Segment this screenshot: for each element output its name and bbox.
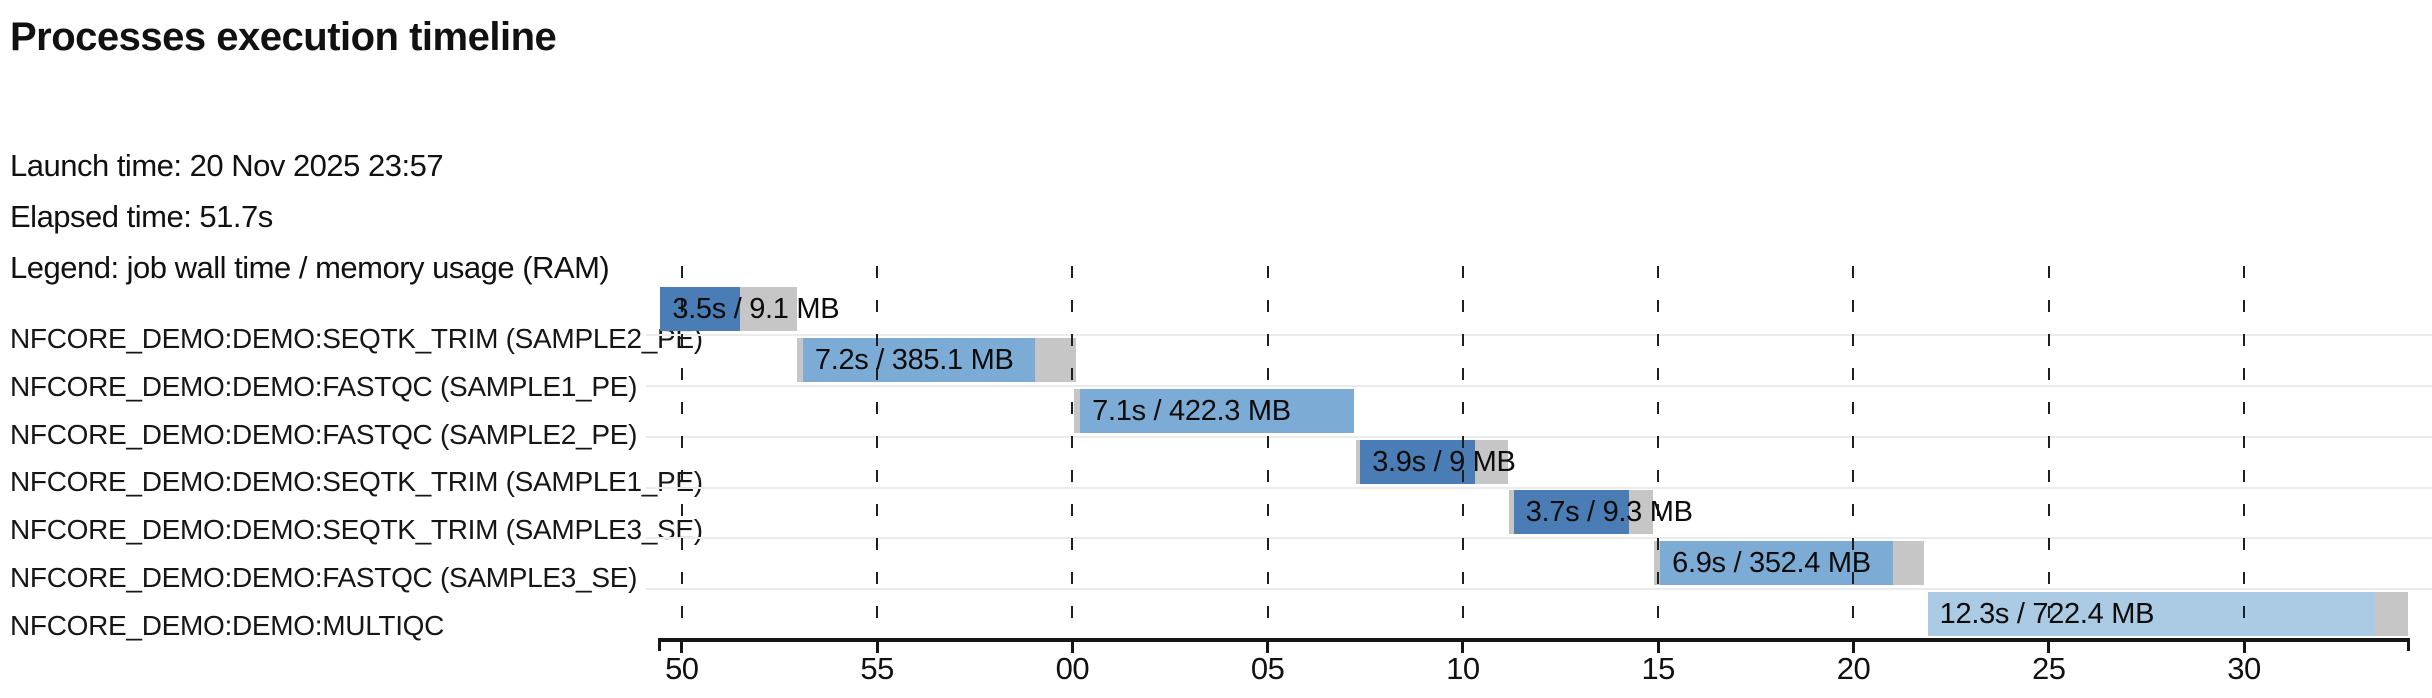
task-bar-run-segment[interactable]	[802, 337, 1036, 382]
grid-line	[1071, 266, 1074, 638]
grid-line	[680, 266, 683, 638]
time-axis-tick-label: 25	[2031, 651, 2066, 686]
task-bar-label: 12.3s / 722.4 MB	[1939, 598, 2155, 631]
task-bar-overhead-segment[interactable]	[1355, 439, 1361, 484]
task-bar-overhead-segment[interactable]	[1035, 337, 1077, 382]
task-bar-overhead-segment[interactable]	[797, 337, 803, 382]
task-bar-label: 3.9s / 9 MB	[1372, 445, 1516, 478]
time-axis-end-cap	[658, 638, 661, 651]
grid-line	[1852, 266, 1855, 638]
time-axis-tick-label: 15	[1641, 651, 1675, 686]
task-bar-overhead-segment[interactable]	[1474, 439, 1508, 484]
task-bar-label: 3.7s / 9.3 MB	[1525, 496, 1693, 529]
process-name-label: NFCORE_DEMO:DEMO:FASTQC (SAMPLE2_PE)	[10, 418, 638, 450]
time-axis-tick-label: 55	[860, 651, 894, 686]
row-separator	[646, 588, 2432, 591]
process-name-label: NFCORE_DEMO:DEMO:SEQTK_TRIM (SAMPLE1_PE)	[10, 466, 703, 498]
time-axis-tick-label: 10	[1446, 651, 1480, 686]
grid-line	[1657, 266, 1660, 638]
time-axis-end-cap	[2407, 638, 2410, 651]
time-axis-tick-label: 30	[2227, 651, 2261, 686]
task-bar-overhead-segment[interactable]	[740, 287, 798, 331]
task-bar-run-segment[interactable]	[1927, 592, 2375, 637]
time-axis-tick	[875, 642, 879, 653]
process-name-label: NFCORE_DEMO:DEMO:SEQTK_TRIM (SAMPLE2_PE)	[10, 323, 703, 354]
task-bar-overhead-segment[interactable]	[1628, 490, 1653, 535]
grid-line	[2243, 266, 2246, 638]
grid-line	[1266, 266, 1269, 638]
launch-time-text: Launch time: 20 Nov 2025 23:57	[10, 148, 444, 183]
time-axis-tick	[1851, 642, 1855, 653]
grid-line	[1461, 266, 1464, 638]
process-name-label: NFCORE_DEMO:DEMO:FASTQC (SAMPLE3_SE)	[10, 562, 638, 593]
time-axis-tick	[1266, 642, 1270, 653]
page-title: Processes execution timeline	[10, 15, 557, 59]
process-name-label: NFCORE_DEMO:DEMO:MULTIQC	[10, 609, 445, 641]
task-bar-label: 6.9s / 352.4 MB	[1672, 547, 1871, 580]
task-bar-run-segment[interactable]	[1360, 439, 1475, 484]
time-axis-line	[658, 638, 2410, 642]
time-axis-tick	[1461, 642, 1465, 653]
time-axis-tick-label: 20	[1836, 651, 1871, 686]
time-axis-tick-label: 05	[1250, 651, 1285, 686]
task-bar-label: 7.2s / 385.1 MB	[814, 343, 1014, 376]
process-name-label: NFCORE_DEMO:DEMO:SEQTK_TRIM (SAMPLE3_SE)	[10, 514, 703, 546]
elapsed-time-text: Elapsed time: 51.7s	[10, 199, 273, 234]
row-separator	[646, 537, 2432, 540]
task-bar-run-segment[interactable]	[1080, 388, 1354, 433]
time-axis-tick	[2047, 642, 2051, 653]
row-separator	[646, 486, 2432, 489]
task-bar-overhead-segment[interactable]	[2374, 592, 2409, 637]
grid-line	[876, 266, 879, 638]
task-bar-overhead-segment[interactable]	[1074, 388, 1081, 433]
time-axis-tick	[1656, 642, 1660, 653]
process-name-label: NFCORE_DEMO:DEMO:FASTQC (SAMPLE1_PE)	[10, 370, 638, 402]
row-separator	[646, 435, 2432, 438]
task-bar-run-segment[interactable]	[1513, 490, 1629, 535]
run-metadata: Launch time: 20 Nov 2025 23:57 Elapsed t…	[10, 140, 610, 293]
task-bar-run-segment[interactable]	[660, 287, 741, 331]
grid-line	[2047, 266, 2050, 638]
task-bar-label: 3.5s / 9.1 MB	[672, 293, 840, 325]
row-separator	[646, 384, 2432, 387]
time-axis-tick	[2242, 642, 2246, 653]
row-separator	[646, 334, 2432, 336]
task-bar-label: 7.1s / 422.3 MB	[1092, 394, 1291, 427]
legend-text: Legend: job wall time / memory usage (RA…	[10, 250, 610, 285]
time-axis-tick-label: 00	[1055, 651, 1090, 686]
task-bar-overhead-segment[interactable]	[1509, 490, 1514, 535]
time-axis-tick-label: 50	[665, 651, 699, 686]
time-axis-tick	[1070, 642, 1074, 653]
task-bar-overhead-segment[interactable]	[1892, 541, 1924, 586]
time-axis-tick	[680, 642, 684, 653]
